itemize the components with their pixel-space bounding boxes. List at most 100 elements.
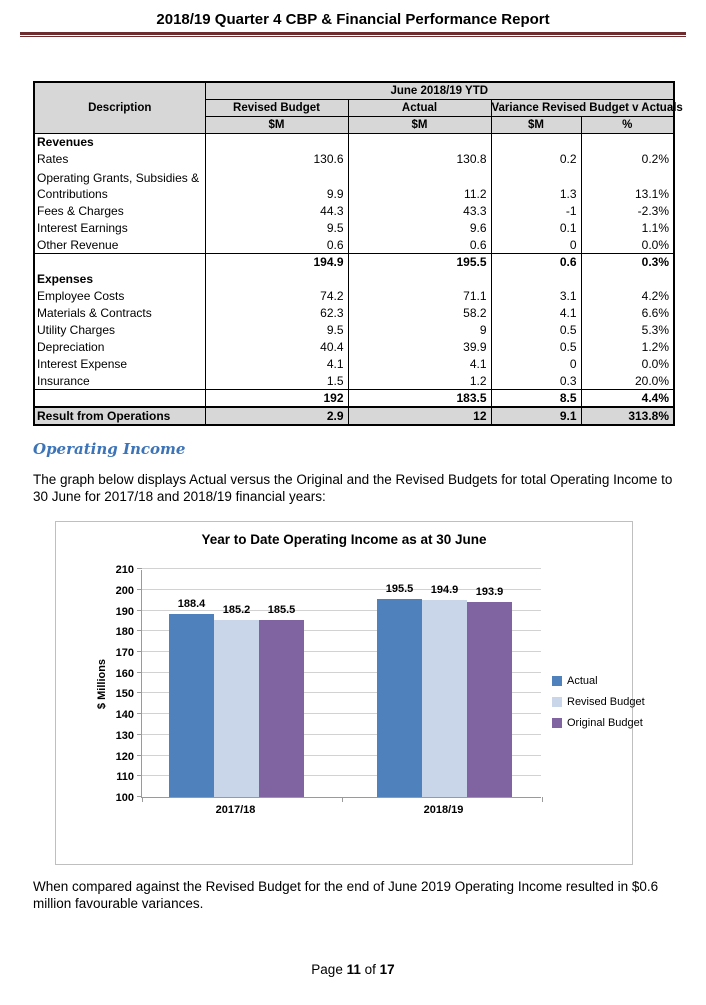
y-axis-label: 180 <box>115 626 134 639</box>
row-value: 6.6% <box>580 304 675 321</box>
column-header-actual: Actual <box>347 98 492 117</box>
legend-label: Original Budget <box>567 717 643 730</box>
page-footer: Page 11 of 17 <box>0 962 706 977</box>
row-value: 58.2 <box>347 304 492 321</box>
gridline <box>142 609 541 611</box>
row-value: 12 <box>347 405 492 425</box>
row-value: 0.6 <box>490 252 582 270</box>
footer-page-number: 11 <box>346 962 361 977</box>
y-axis-label: 120 <box>115 750 134 763</box>
unit-header-variance-pct: % <box>580 115 675 134</box>
footer-page-word: Page <box>311 962 343 977</box>
row-value: 13.1% <box>580 167 675 202</box>
chart-plot-area: 100 110 120 130 140 150 160 170 180 190 200 210 188.… <box>116 564 543 804</box>
table-row: Expenses <box>33 270 675 287</box>
row-label: Interest Expense <box>33 355 206 372</box>
gridline <box>142 588 541 590</box>
row-label <box>33 252 206 270</box>
y-axis-label: 140 <box>115 709 134 722</box>
row-value: 130.8 <box>347 150 492 167</box>
bar-2017-18-actual <box>169 613 214 798</box>
y-axis-label: 160 <box>115 667 134 680</box>
row-value: 0 <box>490 355 582 372</box>
row-value: 4.1 <box>347 355 492 372</box>
row-value: 2.9 <box>204 405 349 425</box>
header-rule-thick <box>20 32 686 35</box>
bar-data-label: 195.5 <box>385 583 414 596</box>
row-value: 0.0% <box>580 355 675 372</box>
column-header-description: Description <box>33 81 206 134</box>
row-label: Rates <box>33 150 206 167</box>
row-label: Fees & Charges <box>33 202 206 219</box>
table-header-row-columns: Revised Budget Actual Variance Revised B… <box>34 98 683 117</box>
y-axis-label: 170 <box>115 646 134 659</box>
gridline <box>142 671 541 673</box>
row-value <box>347 133 492 150</box>
chart-outro-paragraph: When compared against the Revised Budget… <box>33 879 659 912</box>
row-value: 130.6 <box>204 150 349 167</box>
row-value: 1.1% <box>580 219 675 236</box>
row-value <box>204 270 349 287</box>
table-row: Rates 130.6 130.8 0.2 0.2% <box>33 150 675 167</box>
row-value: 8.5 <box>490 388 582 407</box>
x-axis-category-label: 2017/18 <box>215 804 256 817</box>
row-value: 0 <box>490 236 582 253</box>
row-label: Utility Charges <box>33 321 206 338</box>
unit-header-actual: $M <box>347 115 492 134</box>
y-axis-tick <box>137 692 142 694</box>
column-header-revised-budget: Revised Budget <box>204 98 349 117</box>
row-value: -1 <box>490 202 582 219</box>
row-value: 4.4% <box>580 388 675 407</box>
y-axis-tick <box>137 650 142 652</box>
row-value: 9.6 <box>347 219 492 236</box>
row-value <box>490 133 582 150</box>
header-rule-thin <box>20 36 686 37</box>
report-title: 2018/19 Quarter 4 CBP & Financial Perfor… <box>156 11 550 28</box>
table-row: Depreciation 40.4 39.9 0.5 1.2% <box>33 338 675 355</box>
table-row: Employee Costs 74.2 71.1 3.1 4.2% <box>33 287 675 304</box>
chart-title: Year to Date Operating Income as at 30 J… <box>201 532 487 548</box>
table-row: Result from Operations 2.9 12 9.1 313.8% <box>33 405 675 425</box>
x-axis-tick <box>142 797 143 803</box>
row-label: Materials & Contracts <box>33 304 206 321</box>
table-row: Materials & Contracts 62.3 58.2 4.1 6.6% <box>33 304 675 321</box>
y-axis-tick <box>137 713 142 715</box>
y-axis-tick <box>137 754 142 756</box>
operating-income-chart: Year to Date Operating Income as at 30 J… <box>55 521 645 866</box>
table-row: 192 183.5 8.5 4.4% <box>33 388 675 407</box>
table-row: Interest Earnings 9.5 9.6 0.1 1.1% <box>33 219 675 236</box>
legend-label: Actual <box>567 675 598 688</box>
row-value: 11.2 <box>347 167 492 202</box>
y-axis-tick <box>137 630 142 632</box>
row-value: 43.3 <box>347 202 492 219</box>
row-value: 9.1 <box>490 405 582 425</box>
y-axis-tick <box>137 671 142 673</box>
table-row: Operating Grants, Subsidies & Contributi… <box>33 167 675 202</box>
row-value: 0.3 <box>490 372 582 389</box>
bar-data-label: 194.9 <box>430 584 459 597</box>
section-heading-operating-income: Operating Income <box>33 439 186 458</box>
unit-header-variance-m: $M <box>490 115 582 134</box>
legend-item-actual: Actual <box>552 675 598 687</box>
y-axis-label: 100 <box>115 792 134 805</box>
table-row: Insurance 1.5 1.2 0.3 20.0% <box>33 372 675 389</box>
row-value: 9.9 <box>204 167 349 202</box>
table-row: Fees & Charges 44.3 43.3 -1 -2.3% <box>33 202 675 219</box>
bar-data-label: 193.9 <box>475 586 504 599</box>
y-axis-label: 110 <box>116 771 134 784</box>
row-value: 0.1 <box>490 219 582 236</box>
legend-item-original-budget: Original Budget <box>552 717 643 729</box>
row-value <box>204 133 349 150</box>
table-row: Utility Charges 9.5 9 0.5 5.3% <box>33 321 675 338</box>
gridline <box>142 568 541 570</box>
gridline <box>142 754 541 756</box>
gridline <box>142 650 541 652</box>
gridline <box>142 713 541 715</box>
row-value: 194.9 <box>204 252 349 270</box>
row-value: 39.9 <box>347 338 492 355</box>
legend-swatch-icon <box>552 718 562 729</box>
row-value: 313.8% <box>580 405 675 425</box>
y-axis-tick <box>137 733 142 735</box>
row-label: Operating Grants, Subsidies & Contributi… <box>33 167 206 202</box>
